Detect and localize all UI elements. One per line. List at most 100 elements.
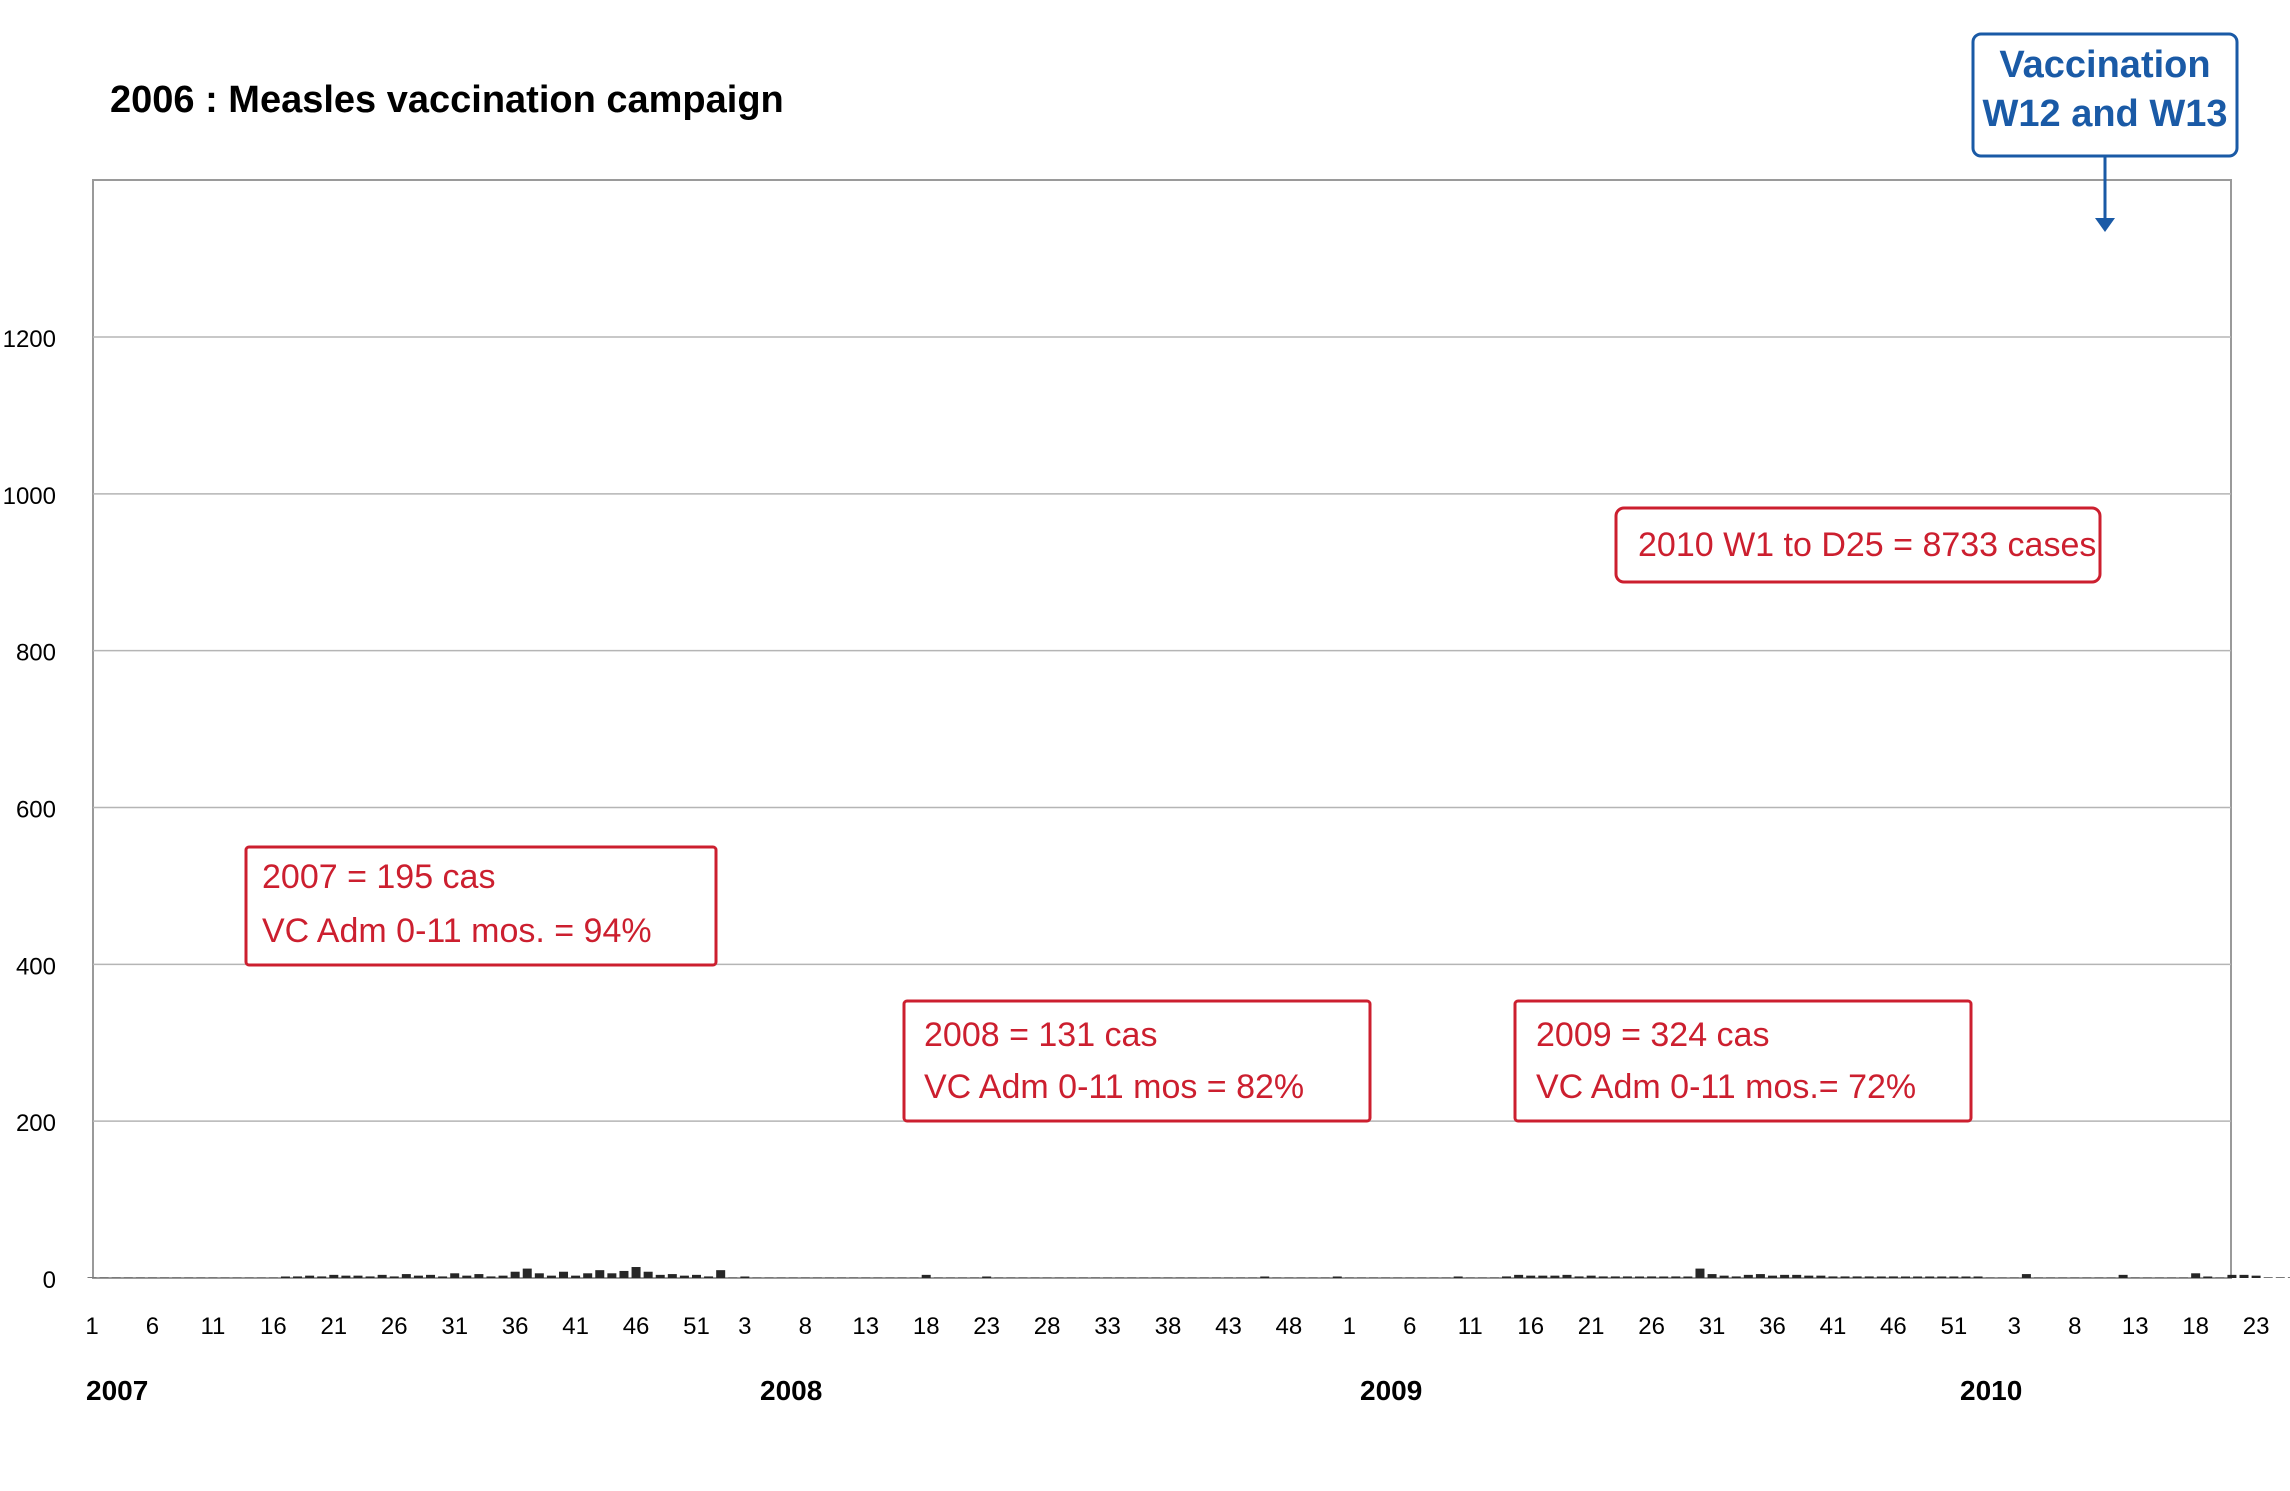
bar	[982, 1277, 991, 1279]
annotation-2008-line1: 2008 = 131 cas	[924, 1016, 1157, 1054]
bar	[1502, 1276, 1511, 1278]
x-tick-label: 36	[1759, 1313, 1786, 1340]
bar	[1236, 1277, 1245, 1278]
bar	[390, 1276, 399, 1278]
x-tick-label: 18	[913, 1313, 940, 1340]
x-tick-label: 46	[1880, 1313, 1907, 1340]
bar	[837, 1277, 846, 1278]
bar	[2094, 1277, 2103, 1278]
x-tick-label: 13	[852, 1313, 879, 1340]
x-tick-label: 23	[2243, 1313, 2270, 1340]
x-tick-label: 31	[1699, 1313, 1726, 1340]
x-tick-label: 36	[502, 1313, 529, 1340]
bar	[801, 1277, 810, 1278]
bar	[1599, 1276, 1608, 1278]
annotation-2007: 2007 = 195 cas VC Adm 0-11 mos. = 94%	[246, 847, 716, 965]
bar	[1526, 1276, 1535, 1278]
bar	[1018, 1277, 1027, 1278]
bar	[1442, 1277, 1451, 1278]
bar	[486, 1276, 495, 1278]
bar	[1623, 1276, 1632, 1278]
bar	[1913, 1277, 1922, 1279]
bar	[450, 1273, 459, 1278]
bar	[644, 1272, 653, 1278]
x-tick-label: 21	[320, 1313, 347, 1340]
year-label: 2008	[760, 1375, 822, 1406]
bar	[1297, 1277, 1306, 1278]
bar	[1550, 1276, 1559, 1278]
x-tick-label: 28	[1034, 1313, 1061, 1340]
annotation-2010-line1: 2010 W1 to D25 = 8733 cases	[1638, 526, 2096, 564]
x-tick-label: 1	[1343, 1313, 1356, 1340]
bar	[2046, 1277, 2055, 1278]
x-tick-label: 11	[1458, 1313, 1483, 1340]
bar	[946, 1277, 955, 1278]
bar	[1732, 1276, 1741, 1278]
x-tick-label: 6	[1403, 1313, 1416, 1340]
annotation-2008: 2008 = 131 cas VC Adm 0-11 mos = 82%	[904, 1001, 1370, 1121]
bar	[873, 1277, 882, 1278]
bar	[571, 1276, 580, 1278]
year-label: 2009	[1360, 1375, 1422, 1406]
bar	[233, 1277, 242, 1278]
bar	[1200, 1277, 1209, 1278]
bar	[1695, 1269, 1704, 1278]
bar	[414, 1276, 423, 1278]
bar	[341, 1276, 350, 1278]
bar	[1925, 1277, 1934, 1279]
bar	[1961, 1277, 1970, 1279]
bar	[789, 1277, 798, 1278]
bar	[281, 1277, 290, 1279]
bar	[1429, 1277, 1438, 1278]
y-tick-label: 400	[16, 953, 56, 980]
bar	[1405, 1277, 1414, 1278]
bar	[1260, 1277, 1269, 1279]
bar	[172, 1277, 181, 1278]
x-tick-label: 26	[1638, 1313, 1665, 1340]
bar	[825, 1277, 834, 1278]
bar	[1986, 1277, 1995, 1278]
bar	[752, 1277, 761, 1278]
bar	[2215, 1277, 2224, 1278]
bar	[559, 1272, 568, 1278]
x-tick-label: 21	[1578, 1313, 1605, 1340]
bar	[378, 1275, 387, 1278]
bar	[1345, 1277, 1354, 1278]
bar	[1248, 1277, 1257, 1278]
x-tick-label: 3	[738, 1313, 751, 1340]
bar	[1006, 1277, 1015, 1278]
bar	[1490, 1277, 1499, 1278]
bar	[1974, 1277, 1983, 1279]
bar	[849, 1277, 858, 1278]
bar	[257, 1277, 266, 1278]
bar	[1780, 1275, 1789, 1278]
bar	[1079, 1277, 1088, 1278]
bar	[1841, 1276, 1850, 1278]
bar	[1188, 1277, 1197, 1278]
bar	[1417, 1277, 1426, 1278]
year-label: 2010	[1960, 1375, 2022, 1406]
bar	[1151, 1277, 1160, 1278]
bar	[2203, 1277, 2212, 1279]
x-tick-label: 18	[2182, 1313, 2209, 1340]
bar	[1611, 1276, 1620, 1278]
x-tick-label: 41	[562, 1313, 589, 1340]
x-tick-label: 13	[2122, 1313, 2149, 1340]
annotation-2009-line1: 2009 = 324 cas	[1536, 1016, 1769, 1054]
bar	[1043, 1277, 1052, 1278]
x-tick-label: 38	[1155, 1313, 1182, 1340]
bar	[1514, 1275, 1523, 1278]
y-tick-label: 1200	[3, 326, 56, 353]
bar	[208, 1277, 217, 1278]
bar	[535, 1273, 544, 1278]
bar	[148, 1277, 157, 1278]
x-tick-label: 33	[1094, 1313, 1121, 1340]
bar	[728, 1277, 737, 1278]
bar	[668, 1274, 677, 1278]
bar	[2022, 1274, 2031, 1278]
bar	[438, 1276, 447, 1278]
bar	[898, 1277, 907, 1278]
